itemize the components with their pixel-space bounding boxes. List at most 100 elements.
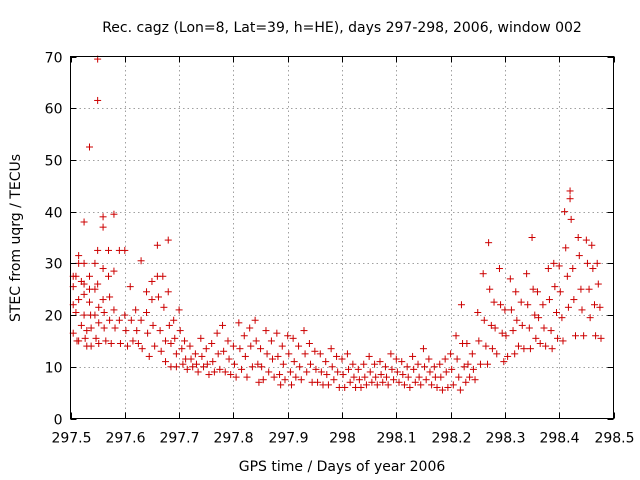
data-point xyxy=(134,340,142,348)
y-tick-label: 20 xyxy=(45,309,63,325)
data-point xyxy=(191,350,199,358)
data-point xyxy=(91,285,99,293)
data-point xyxy=(296,363,304,371)
data-point xyxy=(594,280,602,288)
data-point xyxy=(583,259,591,267)
data-point xyxy=(371,360,379,368)
data-point xyxy=(224,337,232,345)
data-point xyxy=(554,334,562,342)
data-point xyxy=(339,371,347,379)
data-point xyxy=(187,355,195,363)
data-point xyxy=(80,311,88,319)
data-point xyxy=(305,340,313,348)
data-point xyxy=(410,365,418,373)
data-point xyxy=(368,378,376,386)
data-point xyxy=(566,187,574,195)
data-point xyxy=(133,327,141,335)
data-point xyxy=(383,373,391,381)
data-point xyxy=(466,373,474,381)
x-tick-label: 297.8 xyxy=(213,431,253,447)
data-point xyxy=(115,316,123,324)
data-point xyxy=(247,342,255,350)
data-point xyxy=(255,378,263,386)
data-point xyxy=(292,373,300,381)
data-point xyxy=(95,303,103,311)
data-point xyxy=(561,208,569,216)
x-tick-label: 297.5 xyxy=(51,431,91,447)
data-point xyxy=(529,285,537,293)
data-point xyxy=(72,308,80,316)
data-point xyxy=(362,381,370,389)
data-point xyxy=(175,306,183,314)
data-point xyxy=(116,340,124,348)
data-point xyxy=(395,378,403,386)
data-point xyxy=(540,324,548,332)
data-point xyxy=(506,275,514,283)
data-point xyxy=(102,337,110,345)
data-point xyxy=(360,360,368,368)
data-point xyxy=(421,363,429,371)
data-point xyxy=(289,334,297,342)
data-point xyxy=(75,296,83,304)
data-point xyxy=(186,342,194,350)
data-point xyxy=(75,252,83,260)
data-point xyxy=(167,340,175,348)
data-point xyxy=(314,378,322,386)
y-tick-label: 40 xyxy=(45,206,63,222)
data-point xyxy=(597,334,605,342)
data-point xyxy=(552,308,560,316)
data-point xyxy=(586,314,594,322)
data-point xyxy=(316,350,324,358)
data-point xyxy=(138,345,146,353)
data-point xyxy=(322,358,330,366)
data-point xyxy=(504,352,512,360)
data-point xyxy=(426,368,434,376)
data-point xyxy=(144,329,152,337)
data-point xyxy=(488,345,496,353)
data-point xyxy=(257,345,265,353)
data-point xyxy=(86,272,94,280)
data-point xyxy=(265,368,273,376)
y-tick-labels: 0 10 20 30 40 50 60 70 xyxy=(45,51,63,429)
data-point xyxy=(455,373,463,381)
data-point xyxy=(221,368,229,376)
data-point xyxy=(588,241,596,249)
data-point xyxy=(198,352,206,360)
data-point xyxy=(500,358,508,366)
data-point xyxy=(556,288,564,296)
data-point xyxy=(100,324,108,332)
data-point xyxy=(83,327,91,335)
data-point xyxy=(122,327,130,335)
data-point xyxy=(317,368,325,376)
data-point xyxy=(517,298,525,306)
data-point xyxy=(430,363,438,371)
data-point xyxy=(480,316,488,324)
data-point xyxy=(95,340,103,348)
x-tick-label: 298.2 xyxy=(431,431,471,447)
data-point xyxy=(334,368,342,376)
data-point xyxy=(437,373,445,381)
data-point xyxy=(448,365,456,373)
data-point xyxy=(333,352,341,360)
data-point xyxy=(536,340,544,348)
data-point xyxy=(243,373,251,381)
data-point xyxy=(311,347,319,355)
data-point xyxy=(462,378,470,386)
data-point xyxy=(393,368,401,376)
data-point xyxy=(525,324,533,332)
y-axis-label: STEC from uqrg / TECUs xyxy=(8,154,24,322)
data-point xyxy=(202,345,210,353)
data-point xyxy=(165,321,173,329)
data-point xyxy=(428,381,436,389)
data-point xyxy=(569,265,577,273)
data-point xyxy=(92,334,100,342)
data-point xyxy=(219,321,227,329)
data-point xyxy=(433,383,441,391)
data-point xyxy=(582,236,590,244)
data-point xyxy=(580,332,588,340)
data-point xyxy=(192,360,200,368)
data-point xyxy=(589,265,597,273)
data-point xyxy=(330,376,338,384)
data-point xyxy=(388,365,396,373)
